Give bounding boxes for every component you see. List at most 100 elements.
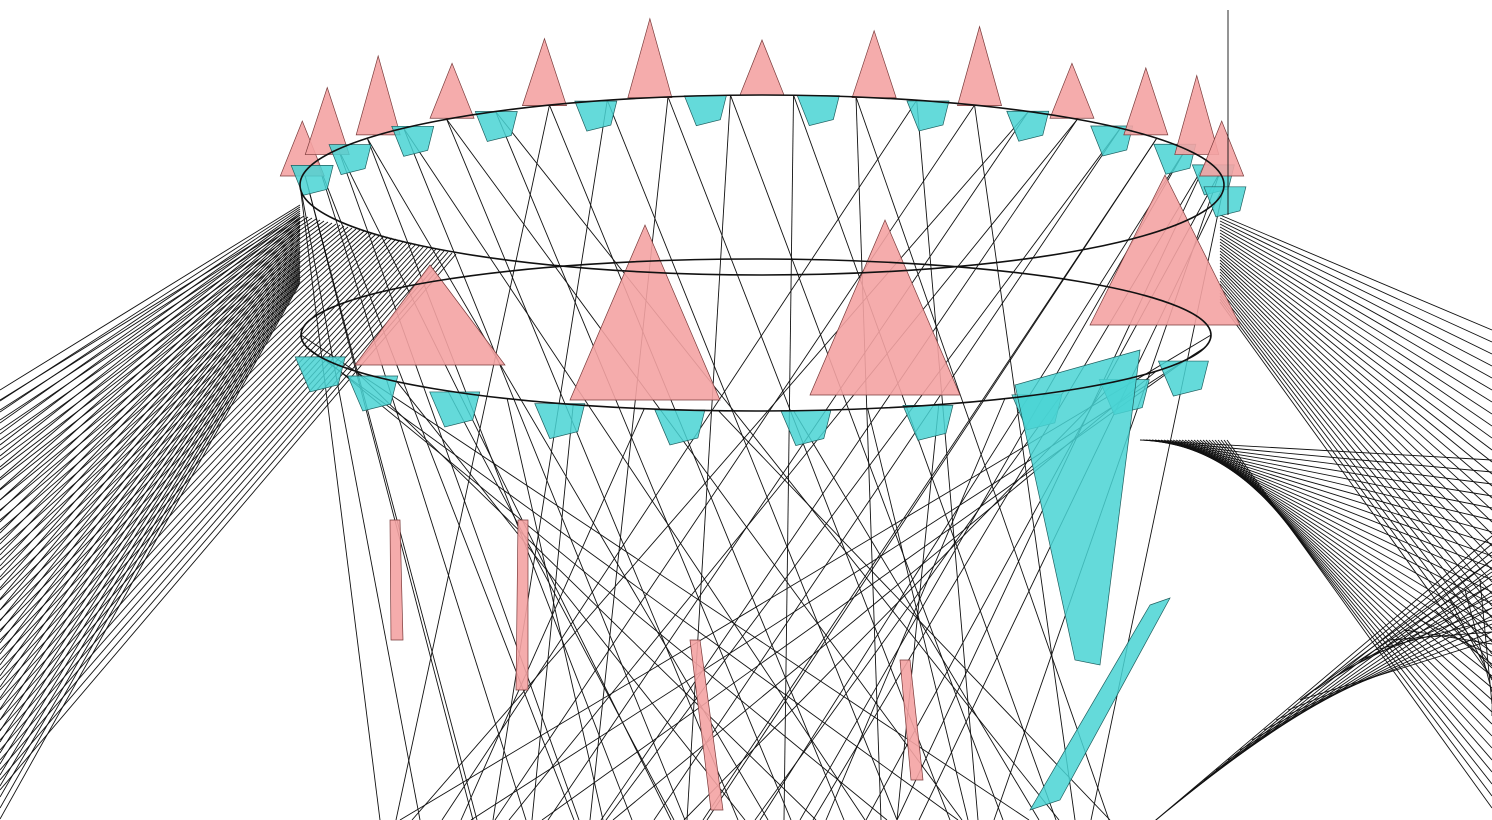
cable <box>0 266 301 732</box>
cable <box>1217 439 1492 773</box>
cable <box>0 232 301 545</box>
tension-diagram <box>515 519 529 691</box>
tension-diagram <box>355 54 401 136</box>
cable <box>0 242 301 600</box>
tension-diagram <box>429 62 475 119</box>
lower-ring <box>300 258 1212 412</box>
cable <box>0 249 441 751</box>
compression-diagram <box>391 125 435 157</box>
tension-diagram <box>851 29 897 99</box>
cable <box>0 228 301 523</box>
cable <box>0 268 301 743</box>
cable <box>306 347 959 820</box>
cable <box>0 239 401 651</box>
cable <box>793 410 1040 820</box>
cable <box>0 274 301 776</box>
cable <box>0 220 325 461</box>
cable <box>1167 551 1492 811</box>
tension-diagram <box>739 39 785 96</box>
cable <box>1219 223 1492 367</box>
cable <box>1219 271 1492 559</box>
cable <box>1219 301 1492 679</box>
cable <box>446 118 963 820</box>
cable <box>730 95 1004 820</box>
cable <box>0 214 301 446</box>
cable <box>0 264 301 721</box>
cable <box>1219 289 1492 631</box>
cable <box>867 408 969 820</box>
cable <box>1219 229 1492 391</box>
cable <box>1314 571 1492 691</box>
cable <box>1434 609 1492 669</box>
tension-diagram <box>354 264 506 366</box>
compression-diagram <box>1014 349 1141 666</box>
cable <box>0 232 373 581</box>
force-diagrams <box>279 17 1247 811</box>
compression-diagram <box>683 95 727 127</box>
upper-ring <box>299 94 1225 276</box>
cable <box>1287 631 1492 711</box>
cable <box>1219 241 1492 439</box>
cable <box>1419 619 1492 657</box>
cable <box>0 280 301 809</box>
cable <box>759 148 1187 820</box>
cable <box>1208 439 1492 737</box>
cable <box>1226 439 1492 809</box>
cable <box>508 118 1078 820</box>
cable <box>0 234 301 556</box>
compression-diagram <box>1203 186 1247 218</box>
cable <box>0 238 301 578</box>
cable <box>0 220 301 479</box>
cable <box>506 398 604 820</box>
compression-diagram <box>328 144 372 176</box>
cable <box>589 96 669 820</box>
cable <box>0 250 301 644</box>
cable <box>653 127 1121 820</box>
cable <box>1219 220 1492 355</box>
tension-diagram <box>627 17 673 99</box>
cable <box>718 410 1111 820</box>
cable <box>531 404 574 820</box>
cable <box>492 100 608 820</box>
cable <box>1219 238 1492 427</box>
cable <box>0 278 301 798</box>
cable <box>783 95 794 820</box>
cable <box>403 128 686 820</box>
cable <box>0 246 429 721</box>
tension-diagram <box>1174 74 1220 155</box>
cable <box>0 246 301 622</box>
cable <box>1223 439 1492 797</box>
cable <box>0 272 301 765</box>
tension-diagram <box>521 37 567 106</box>
cable <box>1219 280 1492 595</box>
cable <box>0 244 301 611</box>
cable <box>0 248 301 633</box>
cable <box>0 222 301 490</box>
cable <box>0 276 301 787</box>
cable <box>1219 253 1492 487</box>
cable <box>974 105 1076 820</box>
compression-diagram <box>574 100 618 132</box>
cable <box>1219 268 1492 547</box>
cable <box>316 160 527 820</box>
cable <box>1179 559 1492 801</box>
compression-diagram <box>429 391 481 428</box>
cable <box>0 251 449 771</box>
cable <box>1219 244 1492 451</box>
cable <box>0 208 301 413</box>
cable <box>0 248 437 741</box>
cable <box>0 258 301 688</box>
cable <box>1191 567 1492 791</box>
tension-diagram <box>689 639 724 811</box>
cable <box>0 234 381 601</box>
cable <box>0 270 301 754</box>
cable <box>1219 274 1492 571</box>
cable <box>0 245 425 711</box>
cable <box>702 137 1158 820</box>
cable <box>0 237 393 631</box>
cable <box>403 127 866 820</box>
cable <box>1479 579 1492 705</box>
cable <box>706 137 1158 820</box>
cable <box>754 390 1065 820</box>
cable <box>0 241 409 671</box>
